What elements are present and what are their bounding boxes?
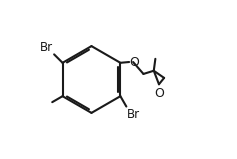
Text: Br: Br	[40, 41, 53, 54]
Text: O: O	[154, 87, 164, 100]
Text: O: O	[129, 55, 139, 69]
Text: Br: Br	[127, 108, 140, 121]
